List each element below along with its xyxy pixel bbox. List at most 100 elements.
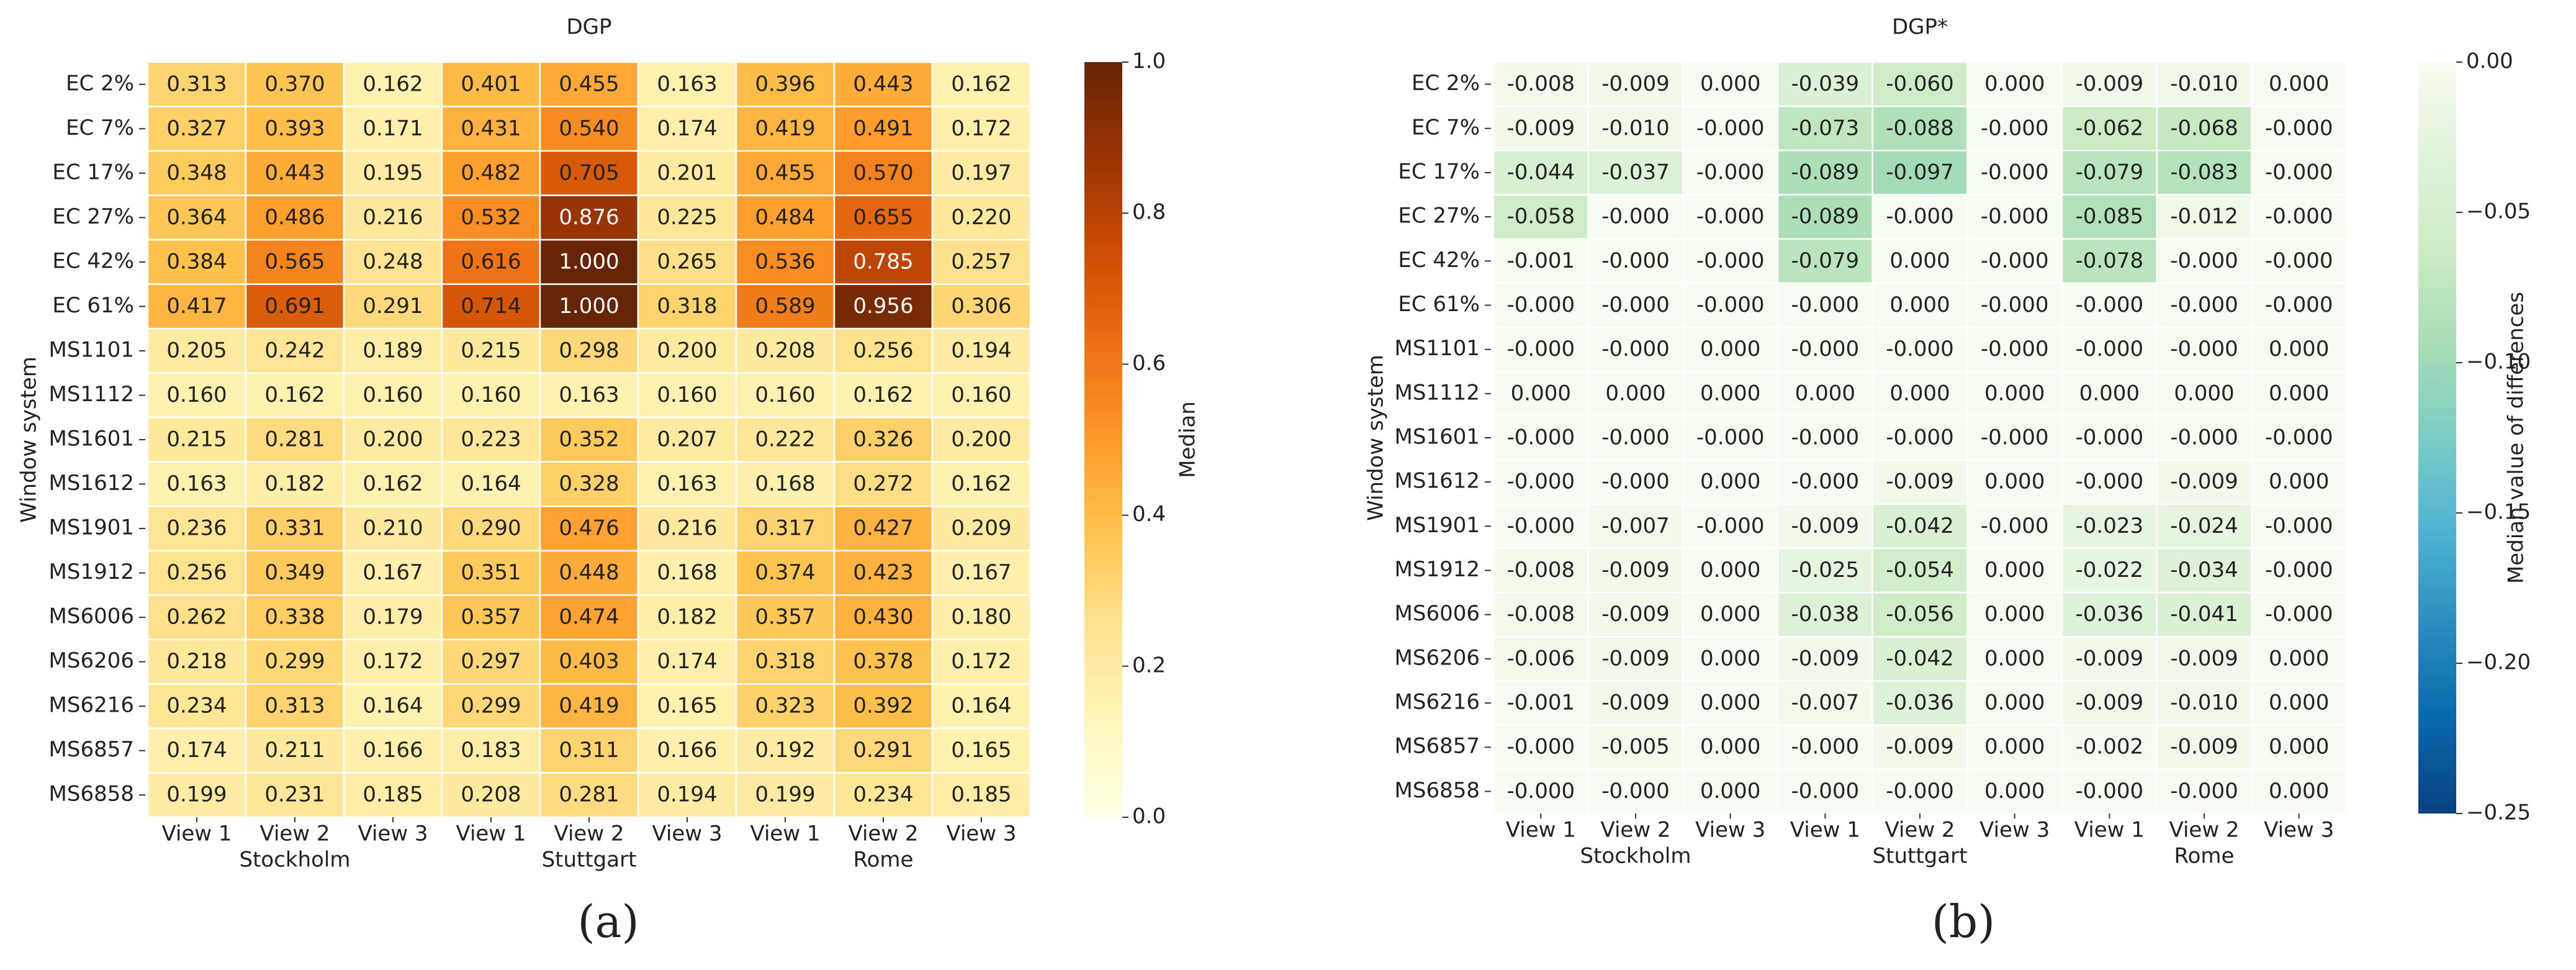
cell bbox=[2251, 459, 2348, 505]
cell-label: -0.000 bbox=[1507, 469, 1575, 494]
cell-label: 0.000 bbox=[1700, 735, 1760, 759]
cell-label: 0.299 bbox=[264, 649, 325, 674]
cell-label: 0.163 bbox=[559, 383, 619, 407]
cell-label: 0.000 bbox=[2269, 381, 2329, 406]
cell bbox=[2156, 724, 2253, 771]
cell-label: 0.208 bbox=[755, 338, 815, 363]
row-label: MS1901 bbox=[1395, 513, 1480, 538]
cell-label: -0.008 bbox=[1507, 71, 1575, 96]
cell-label: -0.042 bbox=[1886, 646, 1954, 671]
cell-label: 0.338 bbox=[264, 605, 325, 630]
cell-label: 0.209 bbox=[951, 516, 1011, 541]
cell-label: 0.200 bbox=[363, 427, 423, 452]
cell-label: 0.216 bbox=[363, 205, 423, 230]
cell-label: 0.163 bbox=[657, 71, 717, 96]
cell-label: -0.001 bbox=[1507, 691, 1575, 715]
colorbar bbox=[1084, 62, 1122, 817]
cell bbox=[2251, 503, 2348, 550]
colorbar-tick-label: −0.25 bbox=[2466, 800, 2531, 825]
cell bbox=[1966, 459, 2063, 505]
cell bbox=[539, 594, 639, 641]
cell-label: -0.000 bbox=[1981, 514, 2049, 538]
cell-label: -0.000 bbox=[2170, 425, 2238, 450]
cell-label: 0.200 bbox=[951, 427, 1011, 452]
row-label: MS1112 bbox=[1395, 380, 1480, 405]
cell-label: 0.392 bbox=[853, 694, 913, 718]
cell-label: -0.056 bbox=[1886, 602, 1954, 627]
cell-label: -0.000 bbox=[1981, 116, 2049, 140]
cell-label: -0.000 bbox=[1507, 779, 1575, 804]
cell bbox=[735, 594, 835, 641]
cell-label: -0.041 bbox=[2170, 602, 2238, 627]
cell-label: 0.231 bbox=[264, 782, 325, 807]
cell-label: 0.313 bbox=[166, 71, 227, 96]
cell-label: -0.000 bbox=[1696, 292, 1765, 317]
cell-label: -0.009 bbox=[2076, 71, 2144, 96]
cell-label: 0.234 bbox=[853, 782, 913, 807]
cell-label: -0.010 bbox=[1601, 116, 1670, 140]
cell-label: 0.281 bbox=[559, 782, 619, 807]
cell-label: 0.165 bbox=[657, 694, 717, 718]
cell-label: 0.160 bbox=[363, 383, 423, 407]
cell bbox=[1966, 768, 2063, 815]
cell bbox=[2061, 370, 2158, 417]
cell-label: 0.327 bbox=[166, 116, 227, 141]
cell-label: 0.484 bbox=[755, 205, 815, 230]
cell-label: 0.000 bbox=[1700, 691, 1760, 715]
cell-label: 0.257 bbox=[951, 249, 1011, 274]
cell bbox=[441, 683, 541, 730]
cell-label: -0.008 bbox=[1507, 558, 1575, 582]
cell bbox=[1871, 459, 1968, 505]
cell-label: 0.199 bbox=[755, 782, 815, 807]
cell bbox=[2251, 591, 2348, 638]
cell-label: 0.197 bbox=[951, 160, 1011, 185]
cell-label: -0.000 bbox=[1981, 204, 2049, 229]
cell-label: 0.262 bbox=[166, 605, 227, 630]
cell-label: 0.540 bbox=[559, 116, 619, 141]
cell-label: -0.000 bbox=[1696, 116, 1765, 140]
cell-label: -0.000 bbox=[1507, 292, 1575, 317]
cell-label: 0.364 bbox=[166, 205, 227, 230]
cell-label: 0.000 bbox=[2269, 71, 2329, 96]
cell bbox=[1777, 547, 1873, 594]
cell bbox=[1871, 150, 1968, 196]
cell bbox=[833, 772, 934, 818]
cell bbox=[931, 416, 1032, 463]
cell bbox=[2251, 415, 2348, 461]
cell bbox=[539, 772, 639, 818]
cell-label: 0.396 bbox=[755, 71, 815, 96]
cell bbox=[245, 238, 345, 285]
cell-label: -0.039 bbox=[1791, 71, 1860, 96]
cell-label: -0.009 bbox=[1507, 116, 1575, 140]
cell-label: 0.205 bbox=[166, 338, 227, 363]
cell-label: 0.160 bbox=[951, 383, 1011, 407]
cell bbox=[539, 283, 639, 330]
cell bbox=[735, 461, 835, 507]
row-label: MS1601 bbox=[1395, 425, 1480, 450]
cell-label: 0.482 bbox=[461, 160, 521, 185]
cell-label: 0.168 bbox=[657, 560, 717, 585]
colorbar-tick-label: 0.4 bbox=[1132, 502, 1166, 527]
cell-label: -0.000 bbox=[2265, 116, 2333, 140]
cell bbox=[1966, 326, 2063, 373]
cell-label: -0.000 bbox=[2265, 248, 2333, 273]
cell-label: -0.000 bbox=[2076, 469, 2144, 494]
cell-label: 0.000 bbox=[1795, 381, 1855, 406]
cell bbox=[2251, 370, 2348, 417]
x-tick-label: View 3 bbox=[946, 822, 1016, 846]
cell-label: -0.009 bbox=[1601, 691, 1670, 715]
cell-label: -0.000 bbox=[2265, 514, 2333, 538]
cell-label: -0.042 bbox=[1886, 514, 1954, 538]
cell-label: 0.256 bbox=[853, 338, 913, 363]
cell-label: 0.000 bbox=[2269, 735, 2329, 759]
cell-label: 0.326 bbox=[853, 427, 913, 452]
cell bbox=[441, 150, 541, 196]
cell bbox=[2251, 636, 2348, 682]
cell bbox=[245, 416, 345, 463]
cell-label: -0.089 bbox=[1791, 160, 1860, 184]
cell bbox=[735, 194, 835, 241]
cell-label: -0.073 bbox=[1791, 116, 1860, 140]
group-label: Stuttgart bbox=[1873, 844, 1968, 869]
cell-label: 0.162 bbox=[363, 71, 423, 96]
cell bbox=[539, 150, 639, 196]
